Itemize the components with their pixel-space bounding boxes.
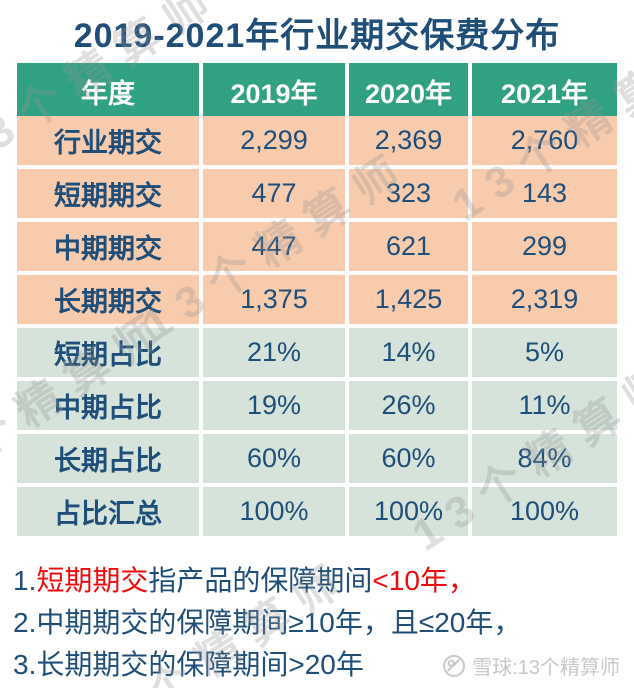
footnotes: 1.短期期交指产品的保障期间<10年， 2.中期期交的保障期间≥10年，且≤20…	[13, 560, 623, 686]
footnote-1-prefix: 1.	[13, 565, 37, 596]
table-cell: 26%	[349, 381, 468, 430]
column-header-2021: 2021年	[472, 63, 617, 120]
footnote-1-body: 指产品的保障期间	[148, 565, 373, 596]
table-cell: 60%	[349, 434, 468, 483]
row-label: 中期期交	[17, 222, 199, 271]
footnote-3: 3.长期期交的保障期间>20年	[13, 649, 364, 680]
table-cell: 11%	[472, 381, 617, 430]
table-cell: 84%	[472, 434, 617, 483]
xueqiu-logo-icon	[442, 654, 466, 678]
row-label: 占比汇总	[17, 487, 199, 536]
page-title: 2019-2021年行业期交保费分布	[73, 17, 561, 55]
row-label: 短期占比	[17, 328, 199, 377]
table-cell: 1,375	[203, 275, 345, 324]
footnote-1-highlight-term: 短期期交	[36, 565, 149, 596]
table-cell: 1,425	[349, 275, 468, 324]
table-cell: 100%	[472, 487, 617, 536]
table-cell: 19%	[203, 381, 345, 430]
table-cell: 2,299	[203, 116, 345, 165]
source-credit-text: 雪球:13个精算师	[472, 657, 620, 679]
table-cell: 100%	[349, 487, 468, 536]
table-cell: 2,760	[472, 116, 617, 165]
row-label: 短期期交	[17, 169, 199, 218]
table-cell: 447	[203, 222, 345, 271]
premium-distribution-table: 年度 2019年 2020年 2021年 行业期交 2,299 2,369 2,…	[17, 63, 617, 536]
table-cell: 14%	[349, 328, 468, 377]
table-cell: 143	[472, 169, 617, 218]
footnote-2: 2.中期期交的保障期间≥10年，且≤20年，	[13, 607, 522, 638]
table-cell: 60%	[203, 434, 345, 483]
column-header-year: 年度	[17, 63, 199, 120]
table-cell: 2,369	[349, 116, 468, 165]
table-cell: 5%	[472, 328, 617, 377]
table-cell: 21%	[203, 328, 345, 377]
source-credit: 雪球:13个精算师	[442, 651, 620, 680]
column-header-2019: 2019年	[203, 63, 345, 120]
table-cell: 477	[203, 169, 345, 218]
table-cell: 621	[349, 222, 468, 271]
row-label: 长期占比	[17, 434, 199, 483]
footnote-1-highlight-threshold: <10年，	[372, 565, 476, 596]
footnote-1: 1.短期期交指产品的保障期间<10年，	[13, 560, 623, 602]
row-label: 长期期交	[17, 275, 199, 324]
row-label: 行业期交	[17, 116, 199, 165]
column-header-2020: 2020年	[349, 63, 468, 120]
table-cell: 2,319	[472, 275, 617, 324]
table-cell: 299	[472, 222, 617, 271]
table-cell: 100%	[203, 487, 345, 536]
table-cell: 323	[349, 169, 468, 218]
row-label: 中期占比	[17, 381, 199, 430]
